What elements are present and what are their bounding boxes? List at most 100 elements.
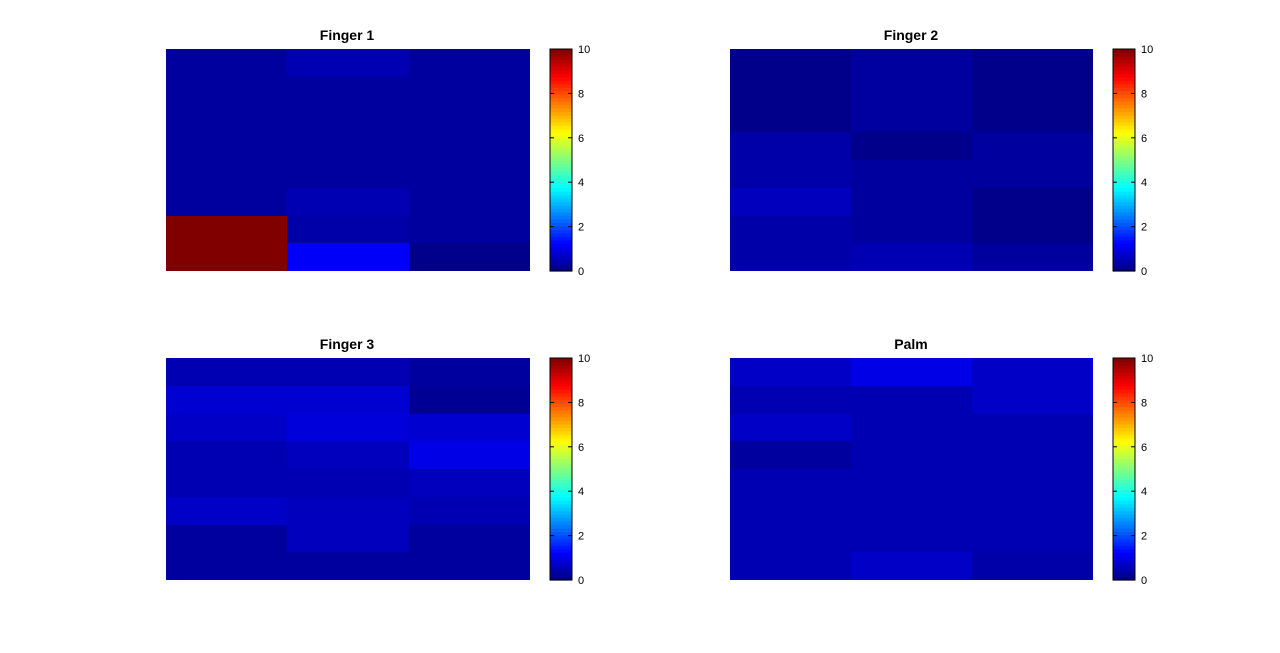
colorbar-band	[550, 177, 572, 182]
colorbar-band	[1113, 55, 1135, 61]
panel-title: Palm	[894, 336, 927, 352]
colorbar-frame	[1112, 48, 1136, 272]
heatmap-cell	[851, 552, 972, 580]
heatmap-cell	[730, 469, 851, 497]
colorbar-band	[1113, 107, 1135, 113]
heatmap-cell	[409, 358, 530, 386]
heatmap-cell	[972, 243, 1093, 271]
colorbar-band	[550, 139, 572, 144]
colorbar-band	[550, 156, 572, 161]
heatmap-cell	[730, 358, 851, 386]
heatmap-cell	[972, 49, 1093, 77]
colorbar-band	[1113, 232, 1135, 237]
colorbar-band	[1113, 246, 1135, 251]
heatmap-cell	[972, 386, 1093, 414]
colorbar-band	[550, 413, 572, 418]
colorbar-band	[550, 132, 572, 137]
colorbar-band	[1113, 541, 1135, 546]
colorbar-band	[550, 52, 572, 57]
colorbar-band	[1113, 80, 1135, 85]
heatmap-cell	[730, 497, 851, 525]
colorbar-frame	[549, 357, 573, 581]
colorbar-tick-label: 2	[1141, 531, 1147, 543]
colorbar-band	[1113, 538, 1135, 543]
colorbar-band	[550, 118, 572, 123]
colorbar-band	[1113, 170, 1135, 175]
colorbar-band	[1113, 555, 1135, 560]
heatmap-cell	[851, 105, 972, 132]
colorbar-band	[550, 420, 572, 425]
colorbar-band	[1113, 524, 1135, 529]
colorbar-band	[1113, 406, 1135, 411]
colorbar-tick-label: 4	[578, 486, 584, 498]
colorbar-tick-label: 6	[578, 442, 584, 454]
colorbar-band	[1113, 458, 1135, 463]
heatmap-cell	[730, 243, 851, 271]
heatmap-cell	[287, 497, 409, 525]
colorbar-band	[1113, 517, 1135, 522]
colorbar-band	[1113, 371, 1135, 376]
colorbar-band	[550, 524, 572, 529]
colorbar-band	[1113, 153, 1135, 158]
heatmap-cell	[287, 386, 409, 414]
colorbar-band	[1113, 482, 1135, 487]
heatmap-cell	[972, 525, 1093, 552]
colorbar-band	[1113, 510, 1135, 515]
colorbar-band	[550, 455, 572, 460]
colorbar-frame	[549, 48, 573, 272]
colorbar-band	[1113, 503, 1135, 508]
colorbar: 0 2 4 6 8 10	[549, 44, 590, 278]
colorbar-band	[550, 114, 572, 119]
colorbar-band	[1113, 253, 1135, 258]
colorbar-band	[550, 222, 572, 227]
colorbar-band	[550, 170, 572, 175]
colorbar-band	[550, 215, 572, 220]
heatmap-cell	[166, 386, 287, 414]
colorbar-band	[1113, 180, 1135, 185]
colorbar-tick-label: 2	[578, 531, 584, 543]
colorbar-tick-label: 8	[578, 397, 584, 409]
colorbar-band	[1113, 101, 1135, 106]
colorbar-band	[1113, 403, 1135, 408]
heatmap-cell	[851, 497, 972, 525]
colorbar-band	[550, 521, 572, 526]
heatmap-cell	[166, 497, 287, 525]
heatmap-cell	[730, 49, 851, 77]
colorbar-tick-label: 4	[1141, 177, 1147, 189]
colorbar-band	[550, 184, 572, 189]
heatmap-cell	[287, 77, 409, 105]
colorbar-band	[550, 163, 572, 168]
colorbar-band	[550, 76, 572, 81]
colorbar-band	[1113, 423, 1135, 428]
colorbar-band	[1113, 420, 1135, 425]
colorbar-band	[1113, 184, 1135, 189]
colorbar-band	[1113, 507, 1135, 512]
colorbar-band	[1113, 142, 1135, 147]
colorbar-band	[550, 423, 572, 428]
heatmap-cell	[409, 414, 530, 441]
colorbar-band	[1113, 514, 1135, 519]
colorbar-band	[1113, 534, 1135, 539]
colorbar-band	[1113, 250, 1135, 255]
colorbar-band	[550, 146, 572, 151]
colorbar-band	[550, 403, 572, 408]
colorbar-band	[550, 66, 572, 71]
colorbar-band	[1113, 205, 1135, 210]
heatmap-cell	[851, 386, 972, 414]
colorbar-band	[550, 87, 572, 92]
colorbar-band	[1113, 448, 1135, 453]
colorbar-band	[1113, 49, 1135, 54]
panel-finger-3: Finger 3 0 2 4 6 8 10	[166, 336, 590, 587]
colorbar-band	[1113, 531, 1135, 536]
colorbar-band	[1113, 73, 1135, 78]
colorbar-band	[550, 559, 572, 564]
heatmap-cell	[287, 358, 409, 386]
colorbar-band	[1113, 201, 1135, 206]
colorbar-tick-label: 6	[1141, 442, 1147, 454]
heatmap-cell	[166, 160, 287, 188]
heatmap-cell	[730, 132, 851, 160]
colorbar-band	[550, 465, 572, 470]
colorbar-band	[550, 562, 572, 567]
heatmap-cell	[730, 552, 851, 580]
heatmap-cell	[851, 469, 972, 497]
